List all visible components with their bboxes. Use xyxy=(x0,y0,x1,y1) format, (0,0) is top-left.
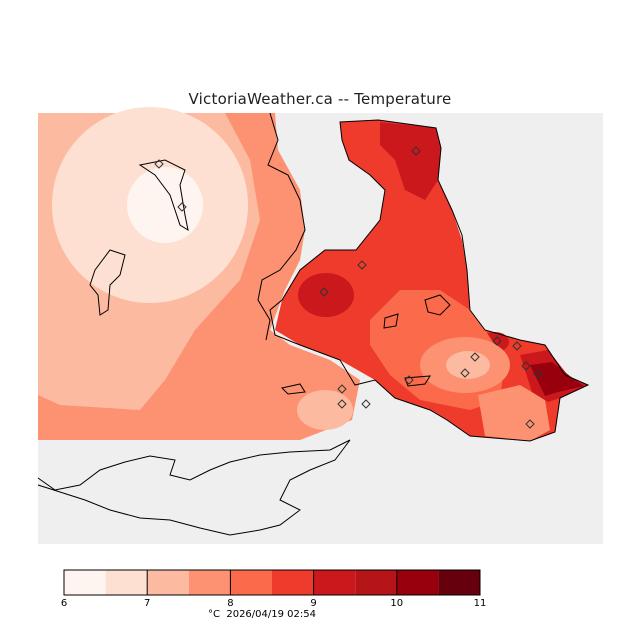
station-marker xyxy=(411,146,421,156)
station-marker xyxy=(154,159,164,169)
legend-swatch xyxy=(313,570,356,595)
legend-swatch xyxy=(64,570,106,595)
station-marker xyxy=(525,419,535,429)
legend-swatch xyxy=(147,570,189,595)
coastlines xyxy=(37,112,590,536)
legend-tick-label: 7 xyxy=(144,598,150,609)
units-label: °C xyxy=(208,609,220,620)
legend-swatch xyxy=(188,570,231,595)
legend-tick-label: 10 xyxy=(390,598,403,609)
station-marker xyxy=(512,341,522,351)
station-marker xyxy=(521,361,531,371)
legend-tick-label: 11 xyxy=(474,598,487,609)
station-marker xyxy=(492,336,502,346)
station-marker xyxy=(361,399,371,409)
station-marker xyxy=(337,399,347,409)
east-contour-field xyxy=(275,120,588,441)
legend-ticks: 6 7 8 9 10 11 xyxy=(61,598,487,609)
station-markers xyxy=(154,146,543,429)
legend-swatches xyxy=(63,570,481,595)
legend-swatch xyxy=(355,570,397,595)
station-marker xyxy=(404,375,414,385)
legend-swatch xyxy=(396,570,439,595)
legend-tick-label: 8 xyxy=(227,598,233,609)
station-marker xyxy=(460,368,470,378)
station-marker xyxy=(319,287,329,297)
legend-swatch xyxy=(230,570,272,595)
station-marker xyxy=(470,352,480,362)
legend-tick-label: 6 xyxy=(61,598,67,609)
station-marker xyxy=(337,384,347,394)
legend-frame xyxy=(63,569,481,596)
legend-tick-label: 9 xyxy=(310,598,316,609)
legend-footer: °C 2026/04/19 02:54 xyxy=(208,609,316,620)
timestamp: 2026/04/19 02:54 xyxy=(226,609,316,620)
page-title: VictoriaWeather.ca -- Temperature xyxy=(188,90,452,108)
station-marker xyxy=(533,369,543,379)
legend-swatch xyxy=(105,570,148,595)
west-contour-field xyxy=(38,107,360,440)
legend-swatch xyxy=(438,570,480,595)
legend-swatch xyxy=(272,570,314,595)
station-marker xyxy=(177,202,187,212)
station-marker xyxy=(357,260,367,270)
